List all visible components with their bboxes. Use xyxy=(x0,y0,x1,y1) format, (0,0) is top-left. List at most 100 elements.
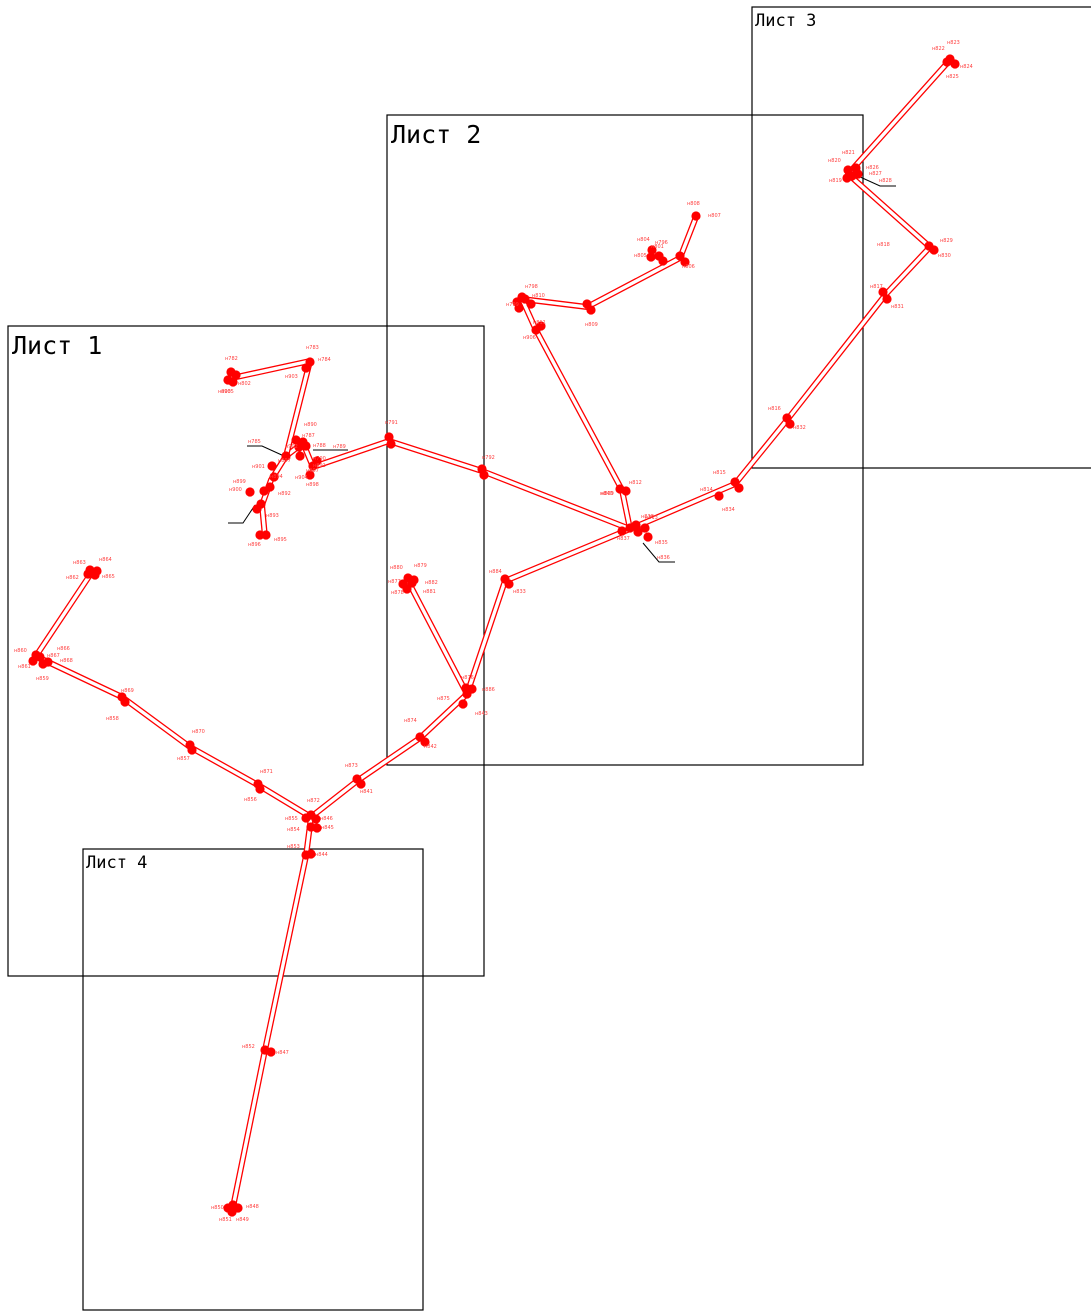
route-node-dot xyxy=(267,461,277,471)
route-node-dot xyxy=(647,245,657,255)
route-node-dot xyxy=(306,849,316,859)
node-label: н858 xyxy=(106,716,119,722)
node-label: н860 xyxy=(14,648,27,654)
node-label: н824 xyxy=(960,64,973,70)
route-node-dot xyxy=(35,652,45,662)
route-node-dot xyxy=(479,470,489,480)
route-lines xyxy=(33,57,953,1208)
route-node-dot xyxy=(255,530,265,540)
route-node-dot xyxy=(654,251,664,261)
route-node-dot xyxy=(295,451,305,461)
route-nodes xyxy=(28,54,960,1217)
route-node-dot xyxy=(305,470,315,480)
node-label: н830 xyxy=(938,253,951,259)
sheet-3-label: Лист 3 xyxy=(755,11,816,31)
node-label: н816 xyxy=(768,406,781,412)
route-node-dot xyxy=(83,569,93,579)
route-node-dot xyxy=(255,784,265,794)
node-label: н827 xyxy=(869,171,882,177)
node-label: н859 xyxy=(36,676,49,682)
node-label: н842 xyxy=(424,744,437,750)
node-label: н849 xyxy=(236,1217,249,1223)
node-label: н802 xyxy=(238,381,251,387)
route-node-dot xyxy=(536,321,546,331)
node-label: н796 xyxy=(655,240,668,246)
route-node-dot xyxy=(942,57,952,67)
leader-line xyxy=(642,542,675,563)
node-label: н841 xyxy=(360,789,373,795)
route-node-dot xyxy=(631,520,641,530)
node-label: н783 xyxy=(306,345,319,351)
node-label: н813 xyxy=(645,515,658,521)
node-label: н836 xyxy=(657,555,670,561)
node-labels: н782 н783 н784 н785 н787 н788 н789 н790 н791 н792… xyxy=(14,40,973,1223)
route-node-dot xyxy=(633,527,643,537)
route-node-dot xyxy=(252,504,262,514)
node-label: н874 xyxy=(404,718,417,724)
node-label: н823 xyxy=(947,40,960,46)
route-node-dot xyxy=(402,584,412,594)
node-label: н840 xyxy=(600,491,613,497)
route-node-dot xyxy=(301,363,311,373)
route-node-dot xyxy=(514,303,524,313)
route-node-dot xyxy=(504,579,514,589)
node-label: н898 xyxy=(306,482,319,488)
route-node-dot xyxy=(269,472,279,482)
route-node-dot xyxy=(266,1047,276,1057)
leader-line xyxy=(228,504,256,524)
node-label: н890 xyxy=(304,422,317,428)
route-node-dot xyxy=(586,305,596,315)
node-label: н782 xyxy=(225,356,238,362)
node-label: н835 xyxy=(655,540,668,546)
route-node-dot xyxy=(621,486,631,496)
node-label: н870 xyxy=(192,729,205,735)
leader-lines xyxy=(228,175,896,563)
node-label: н815 xyxy=(713,470,726,476)
route-node-dot xyxy=(301,441,311,451)
route-node-dot xyxy=(691,211,701,221)
sheet-4-frame xyxy=(82,848,424,1311)
node-label: н897 xyxy=(278,458,291,464)
node-label: н857 xyxy=(177,756,190,762)
route-node-dot xyxy=(231,370,241,380)
node-label: н787 xyxy=(302,433,315,439)
leader-line xyxy=(857,175,896,187)
node-label: н788 xyxy=(313,443,326,449)
route-node-dot xyxy=(420,737,430,747)
route-node-dot xyxy=(714,491,724,501)
route-node-dot xyxy=(311,814,321,824)
node-label: н871 xyxy=(260,769,273,775)
route-node-dot xyxy=(617,526,627,536)
node-label: н886 xyxy=(482,687,495,693)
node-label: н875 xyxy=(437,696,450,702)
node-label: н829 xyxy=(940,238,953,244)
node-label: н905 xyxy=(221,389,234,395)
route-node-dot xyxy=(312,823,322,833)
sheet-frames: Лист 1 Лист 2 Лист 3 Лист 4 xyxy=(7,6,1091,1311)
node-label: н843 xyxy=(475,711,488,717)
node-label: н808 xyxy=(687,201,700,207)
route-node-dot xyxy=(409,575,419,585)
route-line-inner xyxy=(34,571,312,819)
node-label: н894 xyxy=(270,474,283,480)
node-label: н818 xyxy=(877,242,890,248)
route-node-dot xyxy=(187,745,197,755)
node-label: н826 xyxy=(866,165,879,171)
node-label: н865 xyxy=(102,574,115,580)
sheet-2-label: Лист 2 xyxy=(391,120,481,149)
node-label: н820 xyxy=(828,158,841,164)
node-label: н834 xyxy=(722,507,735,513)
node-label: н822 xyxy=(932,46,945,52)
node-label: н876 xyxy=(461,675,474,681)
route-node-dot xyxy=(228,377,238,387)
sheet-1-label: Лист 1 xyxy=(12,331,102,360)
route-node-dot xyxy=(646,252,656,262)
route-node-dot xyxy=(291,435,301,445)
route-node-dot xyxy=(245,487,255,497)
node-label: н792 xyxy=(482,455,495,461)
route-node-dot xyxy=(384,432,394,442)
node-label: н837 xyxy=(617,536,630,542)
route-node-dot xyxy=(526,299,536,309)
node-label: н866 xyxy=(57,646,70,652)
node-label: н851 xyxy=(219,1217,232,1223)
